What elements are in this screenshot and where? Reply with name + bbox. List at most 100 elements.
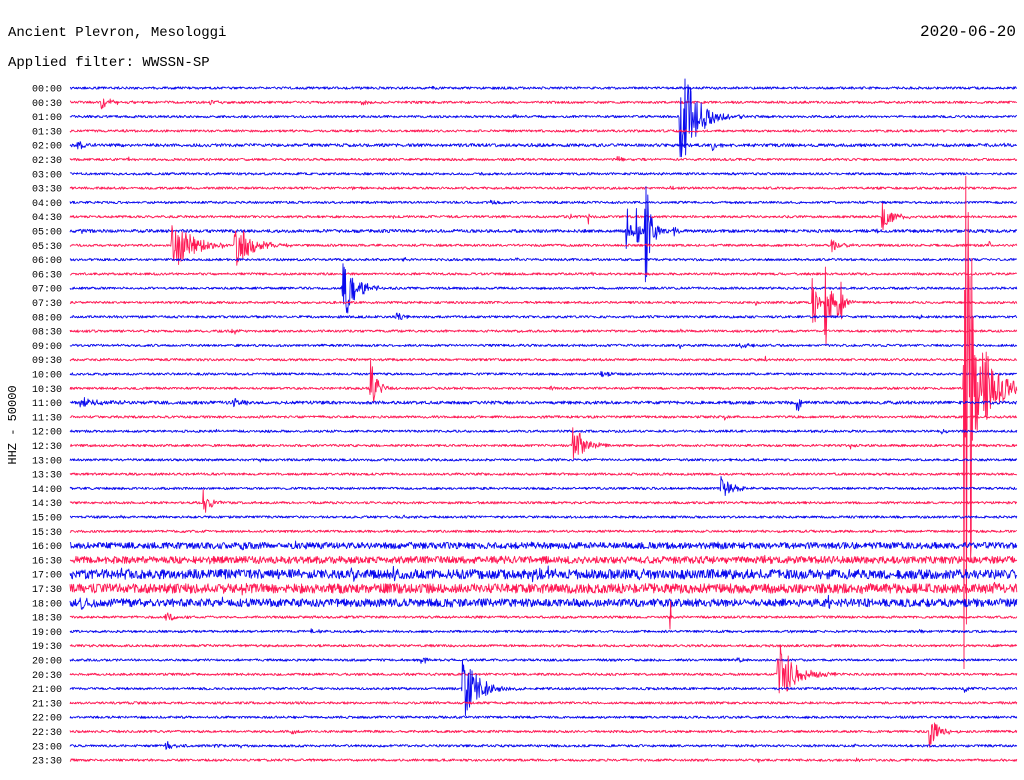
y-axis-label: HHZ - 50000	[6, 385, 20, 464]
seismic-trace-04-00	[69, 199, 1018, 205]
seismic-trace-06-00	[69, 257, 1018, 262]
seismic-trace-08-00	[69, 312, 1018, 320]
time-tick-labels: 00:00 00:30 01:00 01:30 02:00 02:30 03:00 03:30…	[32, 85, 62, 768]
time-label-12-30: 12:30	[32, 442, 62, 453]
seismic-trace-02-30	[69, 155, 1018, 162]
time-label-10-00: 10:00	[32, 371, 62, 382]
seismic-trace-22-00	[69, 715, 1018, 719]
time-label-13-30: 13:30	[32, 471, 62, 482]
time-label-04-30: 04:30	[32, 213, 62, 224]
time-label-04-00: 04:00	[32, 199, 62, 210]
chart-title: Ancient Plevron, Mesologgi	[8, 25, 226, 41]
seismic-trace-13-00	[69, 458, 1018, 463]
time-label-09-00: 09:00	[32, 342, 62, 353]
time-label-03-30: 03:30	[32, 185, 62, 196]
time-label-00-30: 00:30	[32, 99, 62, 110]
time-label-02-00: 02:00	[32, 142, 62, 153]
seismic-trace-09-30	[69, 355, 1018, 362]
seismic-trace-12-30	[69, 427, 1018, 459]
time-label-06-00: 06:00	[32, 256, 62, 267]
seismic-trace-05-00	[69, 186, 1018, 283]
time-label-23-00: 23:00	[32, 742, 62, 753]
chart-date: 2020-06-20	[920, 23, 1016, 41]
time-label-23-30: 23:30	[32, 757, 62, 768]
seismic-trace-10-30	[69, 175, 1018, 670]
time-label-15-00: 15:00	[32, 514, 62, 525]
seismic-trace-02-00	[69, 141, 1017, 152]
time-label-17-00: 17:00	[32, 571, 62, 582]
time-label-22-30: 22:30	[32, 728, 62, 739]
seismic-trace-21-30	[69, 701, 1018, 705]
seismic-trace-19-30	[69, 644, 1018, 648]
time-label-16-30: 16:30	[32, 556, 62, 567]
seismic-trace-00-00	[69, 85, 1018, 90]
time-label-11-30: 11:30	[32, 413, 62, 424]
seismic-trace-18-30	[69, 600, 1018, 630]
time-label-01-30: 01:30	[32, 127, 62, 138]
seismic-trace-03-00	[69, 171, 1018, 176]
time-label-18-00: 18:00	[32, 599, 62, 610]
seismic-trace-04-30	[69, 202, 1018, 231]
seismic-trace-13-30	[69, 472, 1018, 476]
filter-label: Applied filter: WWSSN-SP	[8, 55, 210, 71]
seismic-trace-16-30	[69, 554, 1018, 565]
seismic-trace-20-00	[69, 657, 1018, 664]
seismic-trace-07-00	[69, 263, 1018, 314]
seismic-trace-23-00	[69, 740, 1018, 750]
seismic-trace-17-30	[69, 581, 1018, 596]
time-label-21-00: 21:00	[32, 685, 62, 696]
seismic-trace-08-30	[69, 328, 1018, 335]
time-label-21-30: 21:30	[32, 699, 62, 710]
seismic-trace-07-30	[69, 266, 1018, 347]
seismic-trace-23-30	[69, 757, 1018, 764]
seismic-trace-03-30	[69, 185, 1018, 191]
time-label-08-30: 08:30	[32, 328, 62, 339]
seismic-trace-14-30	[69, 489, 1018, 513]
time-label-14-00: 14:00	[32, 485, 62, 496]
seismic-trace-15-00	[69, 514, 1018, 519]
seismic-trace-05-30	[69, 225, 1018, 266]
time-label-12-00: 12:00	[32, 428, 62, 439]
time-label-03-00: 03:00	[32, 170, 62, 181]
seismic-trace-22-30	[69, 722, 1018, 748]
time-label-07-00: 07:00	[32, 285, 62, 296]
time-label-22-00: 22:00	[32, 714, 62, 725]
time-label-19-00: 19:00	[32, 628, 62, 639]
time-label-20-00: 20:00	[32, 657, 62, 668]
time-label-11-00: 11:00	[32, 399, 62, 410]
seismic-trace-19-00	[69, 628, 1018, 634]
seismic-trace-18-00	[69, 594, 1018, 610]
time-label-13-00: 13:00	[32, 456, 62, 467]
time-label-09-30: 09:30	[32, 356, 62, 367]
time-label-07-30: 07:30	[32, 299, 62, 310]
time-label-05-00: 05:00	[32, 228, 62, 239]
seismic-trace-01-30	[69, 129, 1018, 133]
seismic-trace-06-30	[69, 271, 1018, 276]
time-label-18-30: 18:30	[32, 614, 62, 625]
seismic-trace-11-00	[69, 397, 1018, 412]
seismic-trace-16-00	[69, 540, 1018, 551]
time-label-16-00: 16:00	[32, 542, 62, 553]
seismic-trace-14-00	[69, 476, 1018, 497]
time-label-01-00: 01:00	[32, 113, 62, 124]
seismic-trace-00-30	[69, 98, 1017, 110]
time-label-15-30: 15:30	[32, 528, 62, 539]
time-label-02-30: 02:30	[32, 156, 62, 167]
seismic-trace-09-00	[69, 343, 1018, 350]
time-label-19-30: 19:30	[32, 642, 62, 653]
seismic-trace-12-00	[69, 428, 1018, 435]
seismic-trace-15-30	[69, 529, 1018, 533]
seismic-trace-10-00	[69, 370, 1018, 378]
seismic-trace-17-00	[69, 565, 1018, 583]
time-label-10-30: 10:30	[32, 385, 62, 396]
time-label-06-30: 06:30	[32, 270, 62, 281]
time-label-20-30: 20:30	[32, 671, 62, 682]
time-label-14-30: 14:30	[32, 499, 62, 510]
seismic-trace-01-00	[69, 78, 1018, 158]
time-label-08-00: 08:00	[32, 313, 62, 324]
seismic-traces	[69, 78, 1018, 764]
seismic-trace-11-30	[69, 415, 1018, 421]
time-label-17-30: 17:30	[32, 585, 62, 596]
